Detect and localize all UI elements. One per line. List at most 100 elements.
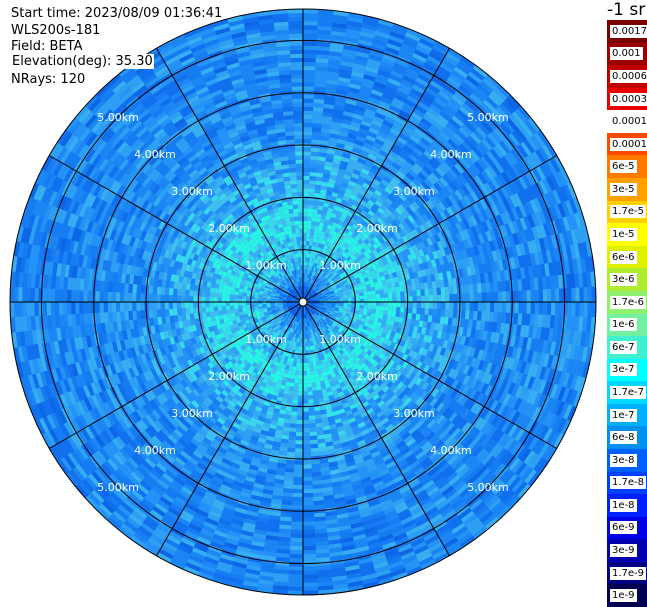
range-gate <box>353 109 365 117</box>
range-gate <box>324 161 333 167</box>
range-gate <box>438 189 449 200</box>
range-gate <box>315 50 330 56</box>
range-gate <box>518 302 523 314</box>
range-gate <box>405 240 412 249</box>
range-gate <box>291 403 298 408</box>
range-gate <box>407 64 422 74</box>
range-gate <box>453 202 462 213</box>
range-gate <box>315 221 321 227</box>
range-gate <box>465 74 481 88</box>
range-gate <box>380 58 396 67</box>
range-gate <box>484 117 497 131</box>
range-gate <box>343 242 350 249</box>
range-gate <box>526 302 531 315</box>
range-gate <box>364 108 377 116</box>
range-gate <box>290 533 303 539</box>
range-gate <box>445 302 450 310</box>
range-gate <box>445 51 461 64</box>
range-gate <box>517 105 532 121</box>
range-gate <box>390 255 397 263</box>
range-gate <box>386 215 394 224</box>
range-gate <box>333 245 339 251</box>
range-gate <box>308 282 311 287</box>
range-gate <box>331 117 343 123</box>
range-gate <box>534 302 540 315</box>
range-gate <box>318 274 323 279</box>
range-gate <box>479 198 489 210</box>
range-gate <box>349 125 360 132</box>
range-gate <box>287 582 303 587</box>
range-gate <box>317 17 334 23</box>
range-gate <box>505 135 518 150</box>
range-gate <box>502 291 507 303</box>
range-gate <box>466 217 475 228</box>
range-gate <box>385 42 402 52</box>
range-gate <box>302 432 311 437</box>
range-gate <box>507 166 519 181</box>
range-gate <box>303 232 307 237</box>
range-gate <box>434 117 447 129</box>
range-gate <box>322 115 333 122</box>
range-gate <box>415 234 423 244</box>
range-gate <box>307 291 311 296</box>
range-gate <box>397 86 411 96</box>
range-gate <box>495 202 504 215</box>
range-gate <box>322 177 330 183</box>
range-gate <box>315 418 323 424</box>
range-gate <box>428 302 434 310</box>
range-gate <box>490 90 505 104</box>
range-gate <box>297 395 303 400</box>
range-gate <box>289 549 303 555</box>
range-gate <box>437 201 447 212</box>
range-gate <box>362 19 379 27</box>
range-gate <box>416 289 421 297</box>
range-gate <box>469 114 482 127</box>
range-gate <box>384 225 392 234</box>
range-gate <box>518 125 531 140</box>
range-gate <box>312 262 316 268</box>
range-gate <box>306 228 311 234</box>
range-gate <box>302 578 318 583</box>
range-gate <box>376 171 386 180</box>
range-gate <box>305 281 308 287</box>
range-gate <box>359 123 371 132</box>
range-gate <box>380 297 385 303</box>
range-gate <box>305 269 309 274</box>
range-gate <box>457 173 468 186</box>
range-gate <box>382 242 389 249</box>
range-gate <box>311 241 316 247</box>
range-gate <box>364 160 374 168</box>
range-gate <box>350 121 362 128</box>
range-gate <box>362 216 370 224</box>
range-gate <box>480 156 491 169</box>
range-gate <box>317 284 322 289</box>
range-gate <box>326 71 340 77</box>
range-gate <box>294 460 303 465</box>
range-gate <box>500 186 510 199</box>
range-gate <box>415 283 421 291</box>
range-gate <box>465 302 470 312</box>
range-gate <box>365 229 373 236</box>
range-gate <box>333 205 340 211</box>
range-gate <box>382 175 392 184</box>
range-gate <box>579 287 584 303</box>
range-gate <box>427 83 441 95</box>
range-gate <box>541 144 554 161</box>
range-gate <box>402 102 416 112</box>
range-gate <box>316 213 322 219</box>
range-gate <box>317 273 321 279</box>
range-gate <box>372 236 380 244</box>
range-gate <box>472 146 484 159</box>
range-gate <box>448 181 458 193</box>
range-gate <box>329 216 336 223</box>
range-gate <box>299 367 303 372</box>
range-gate <box>366 242 373 249</box>
range-gate <box>373 34 390 43</box>
range-gate <box>312 496 324 502</box>
range-gate <box>316 278 320 283</box>
range-gate <box>297 391 303 396</box>
range-gate <box>386 183 396 192</box>
range-gate <box>379 306 385 311</box>
range-gate <box>461 293 466 303</box>
range-gate <box>299 371 303 376</box>
